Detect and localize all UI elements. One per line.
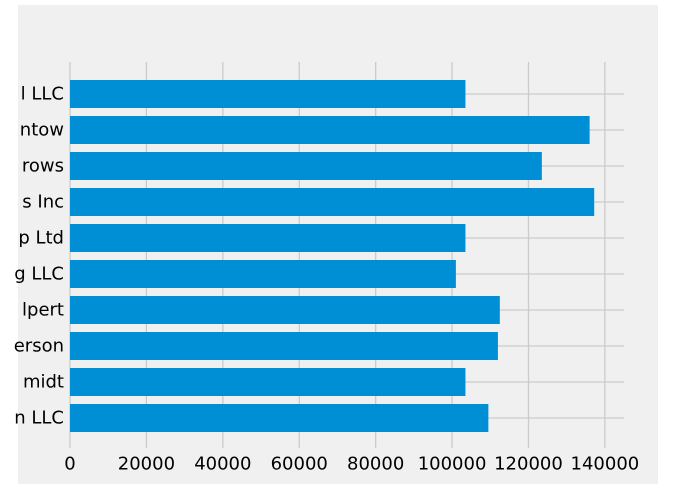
y-tick-labels: l LLC ntow rows s Inc p Ltd g LLC lpert erson mi…	[14, 84, 64, 429]
x-tick-label: 100000	[418, 454, 487, 475]
x-tick-labels: 0 20000 40000 60000 80000 100000 120000 140000	[64, 454, 639, 475]
y-tick-label: rows	[22, 156, 64, 177]
bar	[70, 80, 466, 108]
y-tick-label: g LLC	[14, 264, 64, 285]
bar	[70, 188, 595, 216]
x-tick-label: 120000	[494, 454, 563, 475]
x-tick-label: 0	[64, 454, 75, 475]
y-tick-label: l LLC	[21, 84, 64, 105]
bar	[70, 296, 500, 324]
y-tick-label: midt	[23, 372, 64, 393]
bars	[70, 80, 595, 432]
bar	[70, 404, 489, 432]
x-tick-label: 20000	[118, 454, 175, 475]
bar	[70, 152, 542, 180]
bar	[70, 116, 590, 144]
x-tick-label: 80000	[347, 454, 404, 475]
bar	[70, 368, 466, 396]
y-tick-label: ntow	[20, 120, 64, 141]
y-tick-label: n LLC	[14, 408, 64, 429]
x-tick-label: 140000	[571, 454, 640, 475]
y-tick-label: erson	[14, 336, 64, 357]
y-tick-label: lpert	[22, 300, 64, 321]
y-tick-label: p Ltd	[18, 228, 64, 249]
x-tick-label: 40000	[194, 454, 251, 475]
bar	[70, 332, 498, 360]
bar	[70, 224, 466, 252]
x-tick-label: 60000	[271, 454, 328, 475]
bar	[70, 260, 456, 288]
y-tick-label: s Inc	[22, 192, 64, 213]
